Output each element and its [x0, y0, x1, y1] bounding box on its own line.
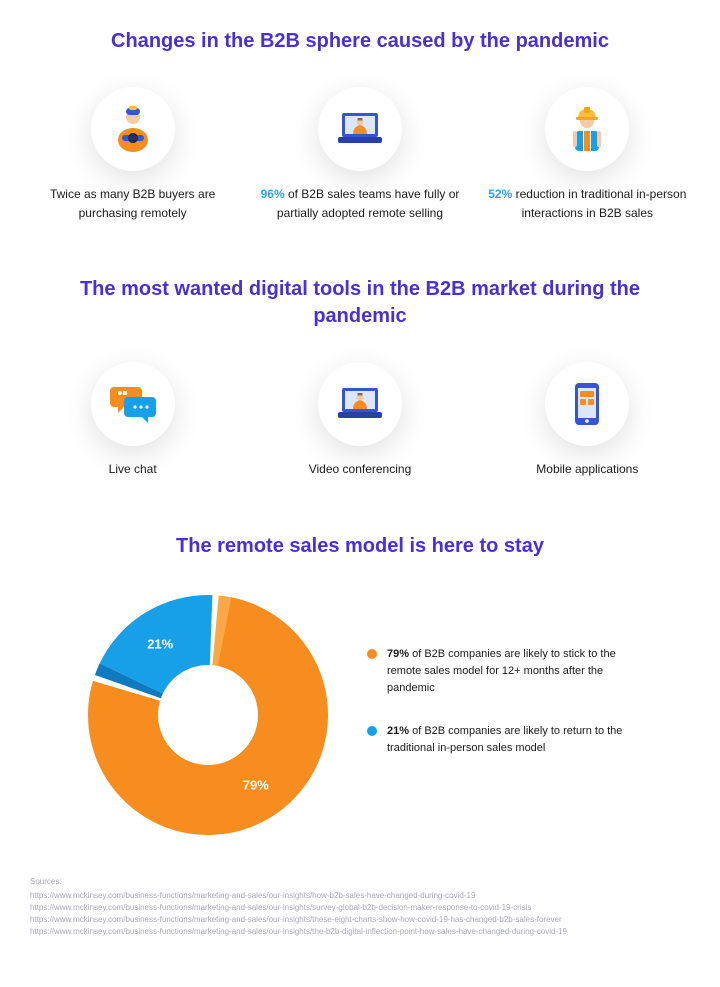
section1-title: Changes in the B2B sphere caused by the … [0, 0, 720, 63]
donut-section: 21% 79% 79% of B2B companies are likely t… [0, 568, 720, 850]
section2-row: Live chat Video conferencing [0, 338, 720, 489]
svg-text:21%: 21% [147, 636, 173, 651]
section2-title: The most wanted digital tools in the B2B… [0, 232, 720, 338]
svg-text:79%: 79% [243, 777, 269, 792]
section2-text-0: Live chat [33, 460, 233, 479]
sources-title: Sources: [30, 876, 690, 888]
source-line-3: https://www.mckinsey.com/business-functi… [30, 926, 690, 938]
section2-card-0: Live chat [33, 362, 233, 479]
source-line-0: https://www.mckinsey.com/business-functi… [30, 890, 690, 902]
legend-item-1: 21% of B2B companies are likely to retur… [367, 723, 637, 757]
section1-card-2: 52% reduction in traditional in-person i… [487, 87, 687, 222]
section1-card-0: Twice as many B2B buyers are purchasing … [33, 87, 233, 222]
chat-icon [91, 362, 175, 446]
section2-text-2: Mobile applications [487, 460, 687, 479]
source-line-1: https://www.mckinsey.com/business-functi… [30, 902, 690, 914]
section1-card-1: 96% of B2B sales teams have fully or par… [260, 87, 460, 222]
legend-dot-0 [367, 649, 377, 659]
section1-text-2: 52% reduction in traditional in-person i… [487, 185, 687, 222]
section2-card-2: Mobile applications [487, 362, 687, 479]
donut-chart: 21% 79% [83, 590, 333, 840]
sources: Sources: https://www.mckinsey.com/busine… [0, 850, 720, 958]
source-line-2: https://www.mckinsey.com/business-functi… [30, 914, 690, 926]
legend-dot-1 [367, 726, 377, 736]
section1-text-1: 96% of B2B sales teams have fully or par… [260, 185, 460, 222]
donut-legend: 79% of B2B companies are likely to stick… [367, 646, 637, 783]
section2-card-1: Video conferencing [260, 362, 460, 479]
laptop-video-icon [318, 87, 402, 171]
buyer-icon [91, 87, 175, 171]
section1-row: Twice as many B2B buyers are purchasing … [0, 63, 720, 232]
legend-item-0: 79% of B2B companies are likely to stick… [367, 646, 637, 697]
section1-text-0: Twice as many B2B buyers are purchasing … [33, 185, 233, 222]
mobile-icon [545, 362, 629, 446]
section3-title: The remote sales model is here to stay [0, 489, 720, 568]
worker-icon [545, 87, 629, 171]
section2-text-1: Video conferencing [260, 460, 460, 479]
video-conf-icon [318, 362, 402, 446]
